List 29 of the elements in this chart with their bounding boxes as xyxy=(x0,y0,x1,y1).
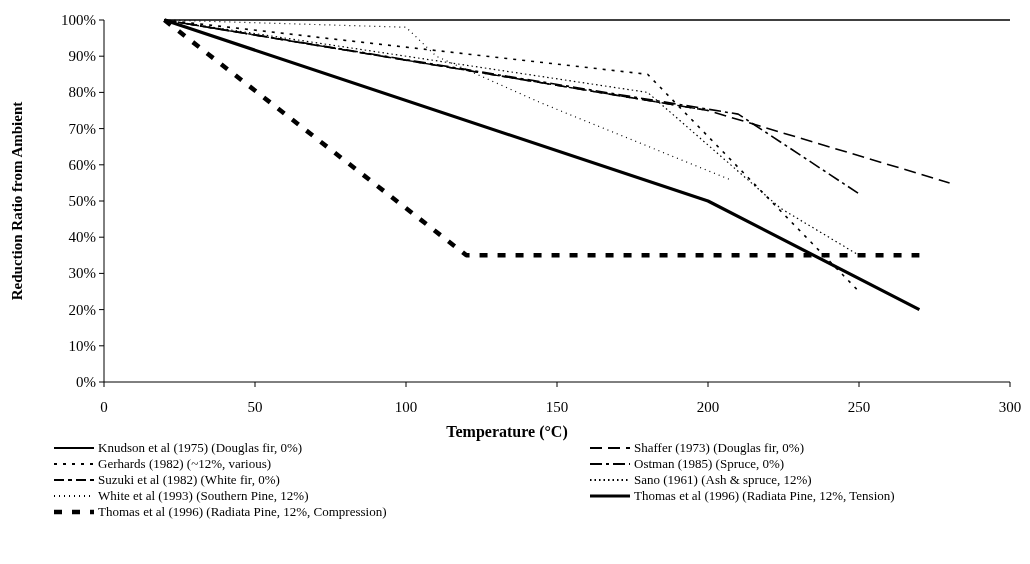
y-tick-label: 90% xyxy=(68,48,96,65)
y-tick-label: 40% xyxy=(68,229,96,246)
y-tick-label: 60% xyxy=(68,156,96,173)
legend-label: Suzuki et al (1982) (White fir, 0%) xyxy=(98,472,280,487)
x-tick-label: 250 xyxy=(847,399,871,415)
x-tick-label: 150 xyxy=(545,399,569,415)
y-tick-label: 20% xyxy=(68,301,96,318)
legend-label: Thomas et al (1996) (Radiata Pine, 12%, Tension) xyxy=(634,488,895,503)
y-axis-title: Reduction Ratio from Ambient xyxy=(9,101,25,301)
x-tick-label: 300 xyxy=(998,399,1022,415)
legend-label: Shaffer (1973) (Douglas fir, 0%) xyxy=(634,440,804,455)
y-tick-label: 10% xyxy=(68,337,96,354)
y-tick-label: 80% xyxy=(68,84,96,101)
legend-label: Thomas et al (1996) (Radiata Pine, 12%, Compression) xyxy=(98,504,387,519)
legend-label: Knudson et al (1975) (Douglas fir, 0%) xyxy=(98,440,303,455)
y-tick-label: 0% xyxy=(76,374,96,390)
x-tick-label: 0 xyxy=(100,399,108,415)
x-tick-label: 200 xyxy=(696,399,720,415)
y-tick-label: 30% xyxy=(68,265,96,282)
y-tick-label: 50% xyxy=(68,193,96,209)
legend-label: Gerhards (1982) (~12%, various) xyxy=(98,456,272,471)
x-tick-label: 100 xyxy=(394,399,418,415)
y-tick-label: 100% xyxy=(61,12,96,28)
x-axis-title: Temperature (°C) xyxy=(446,423,568,441)
legend-label: White et al (1993) (Southern Pine, 12%) xyxy=(98,488,309,503)
legend-label: Sano (1961) (Ash & spruce, 12%) xyxy=(634,472,812,487)
x-tick-label: 50 xyxy=(247,399,263,415)
legend-label: Ostman (1985) (Spruce, 0%) xyxy=(634,456,785,471)
y-tick-label: 70% xyxy=(68,120,96,137)
